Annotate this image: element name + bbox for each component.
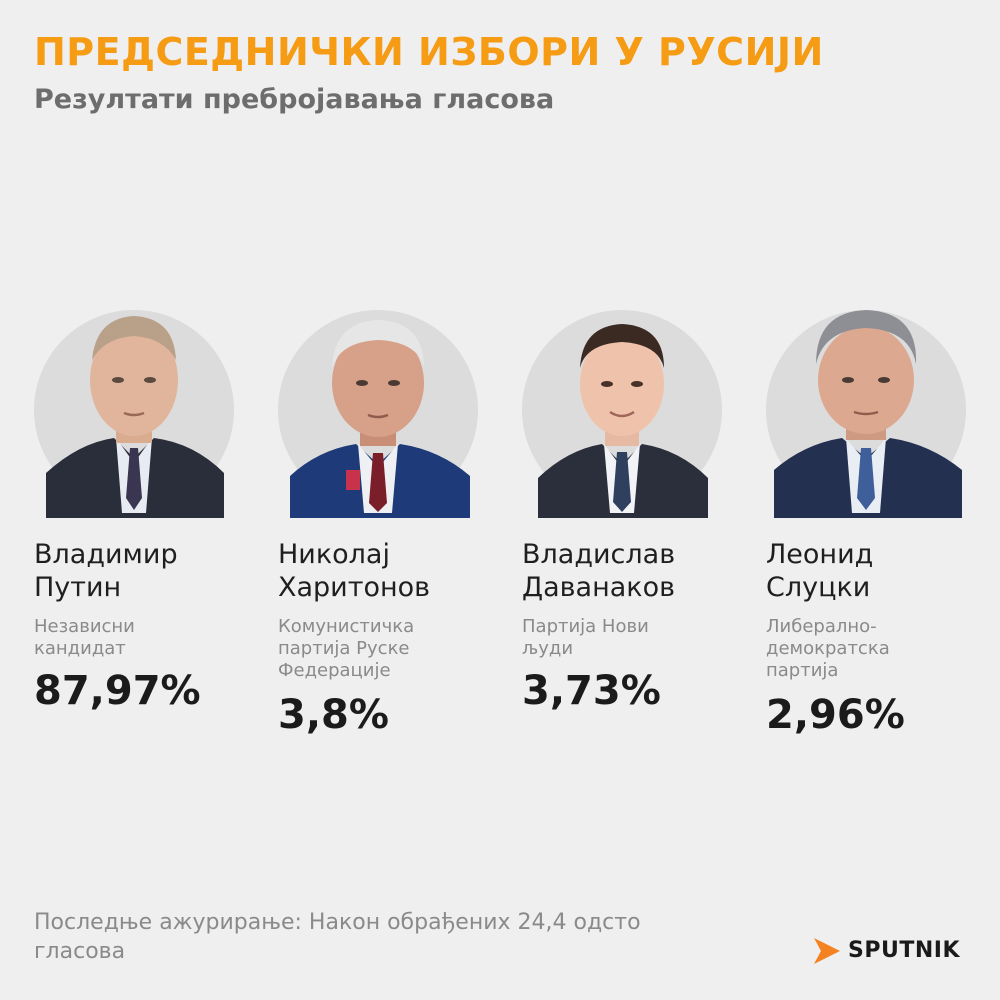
party-line: Партија Нови (522, 616, 649, 637)
candidate-name: Николај Харитонов (278, 538, 510, 604)
portrait-image-putin (34, 310, 234, 518)
candidate-party: Партија Нови људи (522, 616, 754, 660)
party-line: кандидат (34, 638, 126, 659)
candidate-last-name: Харитонов (278, 572, 431, 603)
party-line: Либерално- (766, 616, 877, 637)
candidate-first-name: Владимир (34, 539, 178, 570)
update-footnote: Последње ажурирање: Након обрађених 24,4… (34, 908, 754, 966)
sputnik-arrow-icon (814, 938, 840, 964)
footnote-line: гласова (34, 939, 126, 964)
portrait-image-davankov (522, 310, 722, 518)
candidate-last-name: Даванаков (522, 572, 676, 603)
candidates-list: Владимир Путин Независни кандидат 87,97% (0, 298, 1000, 758)
party-line: демократска (766, 638, 890, 659)
portrait-image-kharitonov (278, 310, 478, 518)
candidate-percent: 2,96% (766, 692, 905, 738)
candidate-last-name: Путин (34, 572, 122, 603)
page-title: ПРЕДСЕДНИЧКИ ИЗБОРИ У РУСИЈИ (34, 30, 824, 74)
candidate-percent: 3,8% (278, 692, 389, 738)
candidate-percent: 3,73% (522, 668, 661, 714)
footnote-line: Последње ажурирање: Након обрађених 24,4… (34, 910, 641, 935)
party-line: партија (766, 660, 839, 681)
brand-name: SPUTNIK (848, 938, 960, 963)
candidate-name: Леонид Слуцки (766, 538, 998, 604)
candidate-party: Независни кандидат (34, 616, 266, 660)
candidate-first-name: Владислав (522, 539, 676, 570)
candidate-name: Владислав Даванаков (522, 538, 754, 604)
candidate-photo (522, 298, 722, 518)
candidate-first-name: Николај (278, 539, 390, 570)
page-subtitle: Резултати пребројавања гласова (34, 84, 555, 115)
sputnik-logo: SPUTNIK (812, 934, 972, 970)
candidate-name: Владимир Путин (34, 538, 266, 604)
candidate-party: Либерално- демократска партија (766, 616, 998, 682)
portrait-image-slutsky (766, 310, 966, 518)
candidate-percent: 87,97% (34, 668, 201, 714)
candidate-first-name: Леонид (766, 539, 874, 570)
party-line: Комунистичка (278, 616, 415, 637)
party-line: људи (522, 638, 574, 659)
candidate-photo (278, 298, 478, 518)
party-line: Независни (34, 616, 135, 637)
candidate-last-name: Слуцки (766, 572, 871, 603)
party-line: партија Руске (278, 638, 410, 659)
candidate-party: Комунистичка партија Руске Федерације (278, 616, 510, 682)
candidate-photo (766, 298, 966, 518)
party-line: Федерације (278, 660, 391, 681)
candidate-photo (34, 298, 234, 518)
